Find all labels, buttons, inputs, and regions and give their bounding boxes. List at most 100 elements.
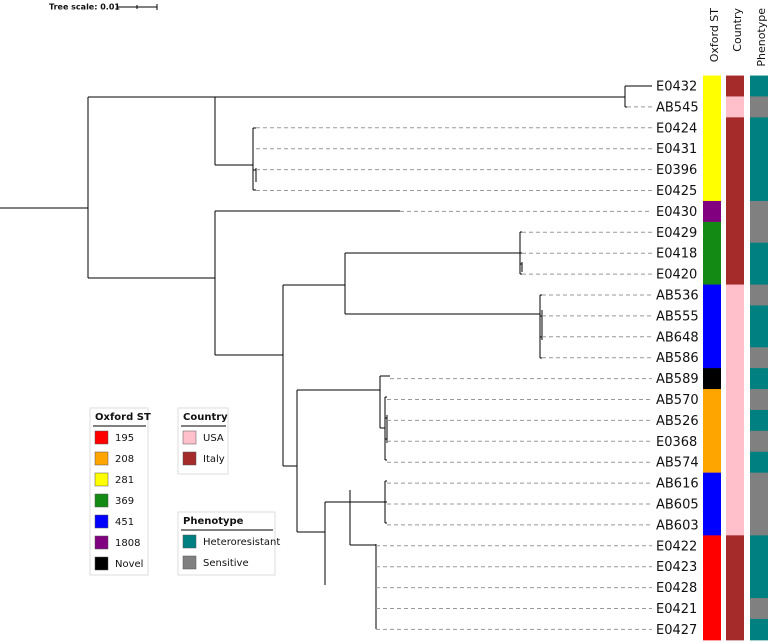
st-cell (703, 430, 721, 453)
st-cell (703, 577, 721, 599)
leaf-label: E0429 (656, 226, 697, 241)
phenotype-cell (750, 200, 768, 223)
legend-label: 369 (115, 496, 134, 507)
st-cell (703, 200, 721, 223)
country-cell (726, 305, 744, 327)
st-cell (703, 514, 721, 536)
legend-swatch (94, 472, 109, 487)
phenotype-cell (750, 347, 768, 369)
country-cell (726, 326, 744, 348)
leaf-label: AB586 (656, 351, 699, 366)
phenotype-cell (750, 75, 768, 97)
country-cell (726, 472, 744, 495)
legend-label: Heteroresistant (203, 537, 280, 548)
leaf-label: E0427 (656, 623, 697, 638)
legend-swatch (94, 493, 109, 508)
legend-label: Italy (203, 454, 225, 465)
st-cell (703, 556, 721, 578)
phenotype-cell (750, 451, 768, 474)
phenotype-cell (750, 514, 768, 536)
phenotype-cell (750, 535, 768, 557)
st-cell (703, 284, 721, 306)
legend-label: 451 (115, 517, 134, 528)
legend-swatch (182, 555, 197, 570)
country-cell (726, 556, 744, 578)
leaf-label: AB570 (656, 393, 699, 408)
country-cell (726, 96, 744, 118)
phenotype-cell (750, 96, 768, 118)
leaf-label: AB555 (656, 309, 699, 324)
phenotype-cell (750, 493, 768, 515)
country-cell (726, 263, 744, 286)
phenotype-cell (750, 180, 768, 202)
leaf-label: E0420 (656, 268, 697, 283)
phenotype-cell (750, 556, 768, 578)
country-cell (726, 618, 744, 641)
country-cell (726, 242, 744, 265)
leaf-label: E0396 (656, 163, 697, 178)
st-cell (703, 75, 721, 97)
column-header: Oxford ST (708, 8, 721, 63)
leaf-label: E0368 (656, 435, 697, 450)
leaf-label: AB589 (656, 372, 699, 387)
legend-label: Sensitive (203, 558, 249, 569)
country-cell (726, 493, 744, 515)
st-cell (703, 389, 721, 411)
leaf-label: AB616 (656, 477, 699, 492)
phenotype-cell (750, 368, 768, 390)
leaf-label: E0418 (656, 247, 697, 262)
leaves: E0432 AB545 E0424 E0431 E0396 E0425 E0430 E0429… (256, 8, 768, 641)
leaf-label: E0431 (656, 142, 697, 157)
legend-swatch (94, 535, 109, 550)
country-cell (726, 138, 744, 160)
legend-title: Phenotype (183, 516, 244, 527)
st-cell (703, 368, 721, 390)
column-header: Country (731, 8, 744, 52)
leaf-label: E0423 (656, 560, 697, 575)
phenotype-cell (750, 430, 768, 453)
legend-swatch (94, 514, 109, 529)
leaf-label: E0424 (656, 121, 697, 136)
st-cell (703, 263, 721, 286)
country-cell (726, 368, 744, 390)
phenotype-cell (750, 409, 768, 432)
leaf-label: AB603 (656, 518, 699, 533)
st-cell (703, 221, 721, 244)
st-cell (703, 305, 721, 327)
legend-swatch (182, 430, 197, 445)
country-cell (726, 347, 744, 369)
phenotype-cell (750, 221, 768, 244)
legends: Oxford ST 195 208 281 369 451 1808 Novel Country… (89, 407, 280, 576)
legend-label: 281 (115, 475, 134, 486)
country-cell (726, 535, 744, 557)
phenotype-cell (750, 242, 768, 265)
st-cell (703, 180, 721, 202)
st-cell (703, 493, 721, 515)
st-cell (703, 117, 721, 139)
leaf-label: AB574 (656, 456, 699, 471)
leaf-label: E0422 (656, 539, 697, 554)
phenotype-cell (750, 117, 768, 139)
phenotype-cell (750, 618, 768, 641)
country-cell (726, 117, 744, 139)
st-cell (703, 598, 721, 620)
legend-label: Novel (115, 559, 143, 570)
leaf-label: AB648 (656, 330, 699, 345)
legend-label: USA (203, 433, 224, 444)
country-cell (726, 159, 744, 181)
phenotype-cell (750, 472, 768, 495)
st-cell (703, 618, 721, 641)
st-cell (703, 138, 721, 160)
legend-label: 1808 (115, 538, 140, 549)
country-cell (726, 389, 744, 411)
leaf-label: E0428 (656, 581, 697, 596)
tree-scale-bar (116, 4, 158, 10)
leaf-label: AB536 (656, 289, 699, 304)
country-cell (726, 430, 744, 453)
country-cell (726, 221, 744, 244)
st-cell (703, 535, 721, 557)
legend-swatch (94, 430, 109, 445)
legend-title: Oxford ST (95, 412, 151, 423)
tree-scale-label: Tree scale: 0.01 (49, 3, 120, 12)
tree-branches (0, 85, 652, 629)
